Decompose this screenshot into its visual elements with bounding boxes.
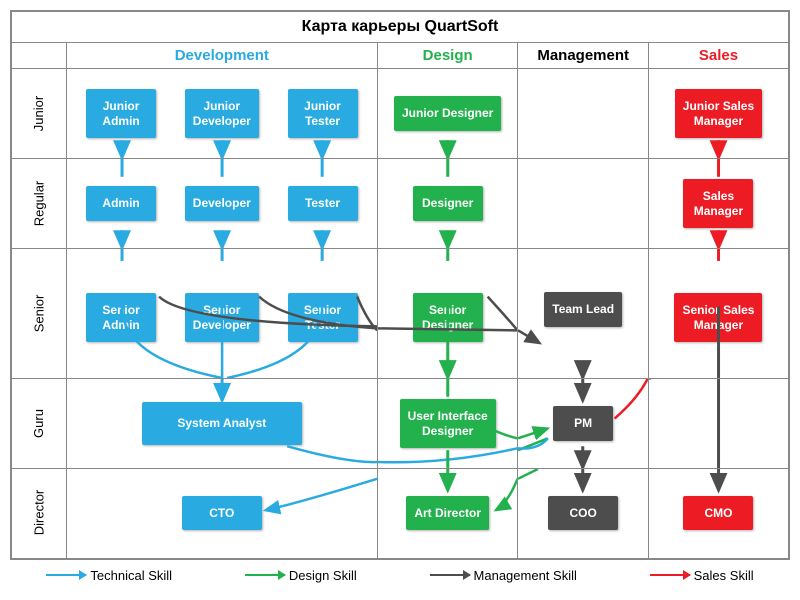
legend-design: .legend-item:nth-child(2) .legend-arrow:…: [245, 568, 357, 583]
career-grid: Карта карьеры QuartSoft Development Desi…: [10, 10, 790, 560]
row-regular: Regular: [11, 159, 66, 249]
chart-title: Карта карьеры QuartSoft: [11, 11, 789, 43]
legend-technical: .legend-item:nth-child(1) .legend-arrow:…: [46, 568, 172, 583]
node-ui-designer: User InterfaceDesigner: [400, 399, 496, 448]
career-map: Карта карьеры QuartSoft Development Desi…: [10, 10, 790, 583]
node-senior-admin: SeniorAdmin: [86, 293, 156, 342]
node-junior-tester: JuniorTester: [288, 89, 358, 138]
row-senior: Senior: [11, 249, 66, 379]
legend: .legend-item:nth-child(1) .legend-arrow:…: [10, 568, 790, 583]
node-sales-mgr: SalesManager: [683, 179, 753, 228]
node-designer: Designer: [413, 186, 483, 220]
node-junior-sales: Junior SalesManager: [675, 89, 762, 138]
row-guru: Guru: [11, 379, 66, 469]
node-senior-designer: SeniorDesigner: [413, 293, 483, 342]
node-system-analyst: System Analyst: [142, 402, 302, 444]
node-developer: Developer: [185, 186, 259, 220]
node-art-director: Art Director: [406, 496, 489, 530]
node-senior-dev: SeniorDeveloper: [185, 293, 259, 342]
node-coo: COO: [548, 496, 618, 530]
col-dev: Development: [66, 43, 377, 69]
node-junior-admin: JuniorAdmin: [86, 89, 156, 138]
node-pm: PM: [553, 406, 613, 440]
row-junior: Junior: [11, 69, 66, 159]
node-cmo: CMO: [683, 496, 753, 530]
legend-mgmt: .legend-item:nth-child(3) .legend-arrow:…: [430, 568, 577, 583]
col-mgmt: Management: [518, 43, 648, 69]
node-senior-sales: Senior SalesManager: [674, 293, 762, 342]
node-team-lead: Team Lead: [544, 292, 622, 326]
col-sales: Sales: [648, 43, 789, 69]
legend-sales: .legend-item:nth-child(4) .legend-arrow:…: [650, 568, 754, 583]
node-junior-designer: Junior Designer: [394, 96, 501, 130]
node-admin: Admin: [86, 186, 156, 220]
node-junior-dev: JuniorDeveloper: [185, 89, 259, 138]
col-design: Design: [377, 43, 518, 69]
node-senior-tester: SeniorTester: [288, 293, 358, 342]
node-cto: CTO: [182, 496, 262, 530]
row-director: Director: [11, 469, 66, 559]
node-tester: Tester: [288, 186, 358, 220]
